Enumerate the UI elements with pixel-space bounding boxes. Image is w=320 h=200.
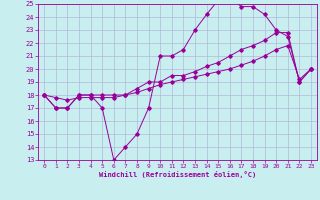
X-axis label: Windchill (Refroidissement éolien,°C): Windchill (Refroidissement éolien,°C): [99, 171, 256, 178]
